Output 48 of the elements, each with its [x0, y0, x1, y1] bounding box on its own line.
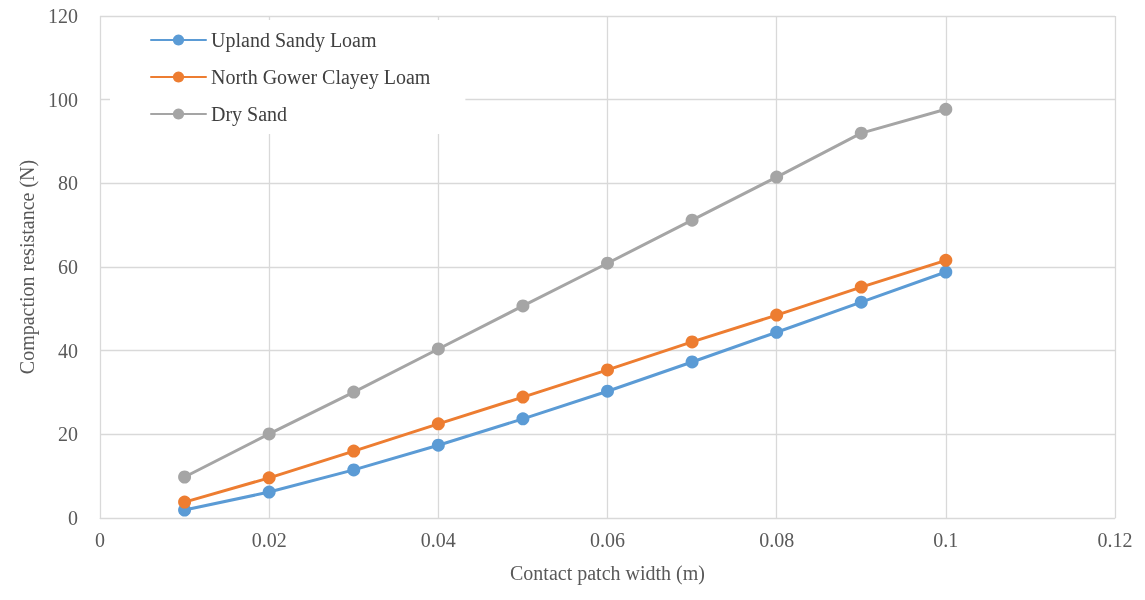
x-tick-label: 0.1: [933, 529, 959, 551]
point: [770, 325, 784, 339]
point: [601, 384, 614, 398]
point: [262, 471, 276, 485]
x-tick-label: 0: [95, 529, 105, 551]
point: [347, 444, 361, 458]
point: [431, 417, 445, 431]
x-tick-label: 0.12: [1097, 529, 1133, 551]
point: [347, 385, 361, 399]
x-tick-label: 0.06: [590, 529, 625, 551]
point: [516, 299, 530, 313]
point: [939, 265, 953, 279]
y-tick-label: 0: [68, 507, 78, 529]
point: [178, 470, 192, 484]
y-tick-label: 120: [48, 5, 78, 27]
legend-label: North Gower Clayey Loam: [211, 66, 431, 89]
x-tick-label: 0.04: [420, 529, 456, 551]
x-tick-label: 0.08: [759, 529, 795, 551]
y-tick-label: 40: [58, 339, 78, 362]
point: [854, 280, 868, 294]
x-tick-label: 0.02: [251, 529, 287, 551]
point: [347, 463, 361, 477]
legend-label: Dry Sand: [211, 103, 288, 126]
point: [770, 308, 784, 322]
point: [601, 256, 614, 270]
x-axis-title: Contact patch width (m): [510, 562, 705, 585]
point: [685, 355, 699, 369]
y-tick-label: 80: [58, 172, 78, 195]
y-axis-title: Compaction resistance (N): [16, 159, 40, 375]
point: [854, 295, 868, 309]
point: [601, 363, 614, 377]
point: [262, 427, 276, 441]
point: [516, 390, 530, 404]
point: [854, 126, 868, 140]
point: [431, 342, 445, 356]
point: [262, 485, 276, 499]
legend-label: Upland Sandy Loam: [211, 29, 377, 52]
point: [939, 102, 953, 116]
point: [685, 335, 699, 349]
y-tick-label: 20: [58, 423, 78, 446]
point: [516, 412, 530, 426]
y-tick-label: 60: [58, 256, 78, 278]
y-tick-label: 100: [48, 88, 78, 111]
point: [685, 213, 699, 227]
point: [431, 438, 445, 452]
point: [770, 170, 784, 184]
point: [939, 253, 953, 267]
point: [178, 495, 192, 509]
